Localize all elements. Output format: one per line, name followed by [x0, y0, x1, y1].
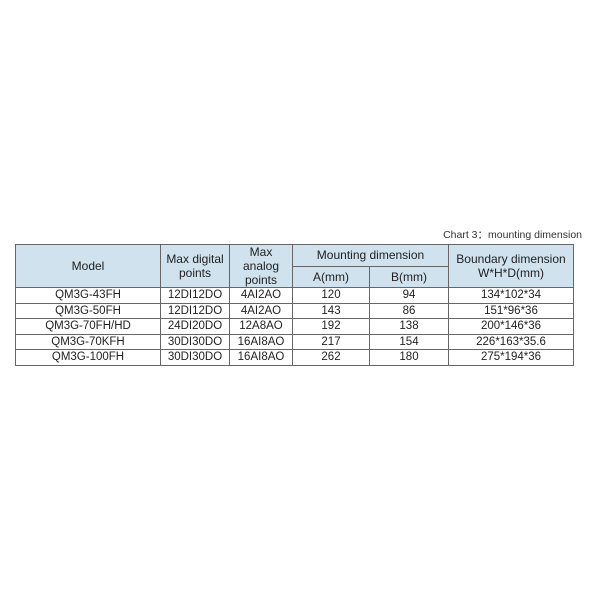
cell-a: 192	[292, 318, 370, 335]
cell-a: 262	[292, 349, 370, 366]
cell-b: 154	[369, 333, 449, 350]
cell-a: 217	[292, 333, 370, 350]
cell-analog: 12A8AO	[229, 318, 293, 335]
mounting-dimension-table: Model Max digital points Max analog poin…	[15, 244, 574, 366]
cell-analog: 16AI8AO	[229, 333, 293, 350]
header-mounting: Mounting dimension	[292, 244, 449, 267]
cell-boundary: 134*102*34	[448, 287, 574, 304]
cell-digital: 24DI20DO	[160, 318, 230, 335]
table-row: QM3G-100FH 30DI30DO 16AI8AO 262 180 275*194*3…	[15, 349, 574, 366]
cell-analog: 16AI8AO	[229, 349, 293, 366]
cell-a: 120	[292, 287, 370, 304]
table-row: QM3G-70KFH 30DI30DO 16AI8AO 217 154 226*163*3…	[15, 333, 574, 350]
header-a: A(mm)	[292, 265, 370, 288]
cell-boundary: 151*96*36	[448, 302, 574, 319]
table-row: QM3G-50FH 12DI12DO 4AI2AO 143 86 151*96*36	[15, 302, 574, 319]
table-row: QM3G-43FH 12DI12DO 4AI2AO 120 94 134*102*34	[15, 287, 574, 304]
header-max-digital: Max digital points	[160, 244, 230, 288]
cell-b: 180	[369, 349, 449, 366]
cell-digital: 30DI30DO	[160, 333, 230, 350]
cell-model: QM3G-100FH	[15, 349, 161, 366]
cell-digital: 12DI12DO	[160, 287, 230, 304]
table-row: QM3G-70FH/HD 24DI20DO 12A8AO 192 138 200*146*…	[15, 318, 574, 335]
header-boundary: Boundary dimension W*H*D(mm)	[448, 244, 574, 288]
header-model: Model	[15, 244, 161, 288]
header-max-analog: Max analog points	[229, 244, 293, 288]
cell-boundary: 226*163*35.6	[448, 333, 574, 350]
cell-digital: 12DI12DO	[160, 302, 230, 319]
cell-model: QM3G-43FH	[15, 287, 161, 304]
cell-analog: 4AI2AO	[229, 287, 293, 304]
header-b: B(mm)	[369, 265, 449, 288]
cell-model: QM3G-70FH/HD	[15, 318, 161, 335]
cell-b: 86	[369, 302, 449, 319]
cell-model: QM3G-50FH	[15, 302, 161, 319]
cell-digital: 30DI30DO	[160, 349, 230, 366]
cell-boundary: 275*194*36	[448, 349, 574, 366]
cell-model: QM3G-70KFH	[15, 333, 161, 350]
table-caption: Chart 3：mounting dimension	[443, 229, 582, 241]
cell-b: 94	[369, 287, 449, 304]
cell-b: 138	[369, 318, 449, 335]
cell-analog: 4AI2AO	[229, 302, 293, 319]
cell-a: 143	[292, 302, 370, 319]
cell-boundary: 200*146*36	[448, 318, 574, 335]
